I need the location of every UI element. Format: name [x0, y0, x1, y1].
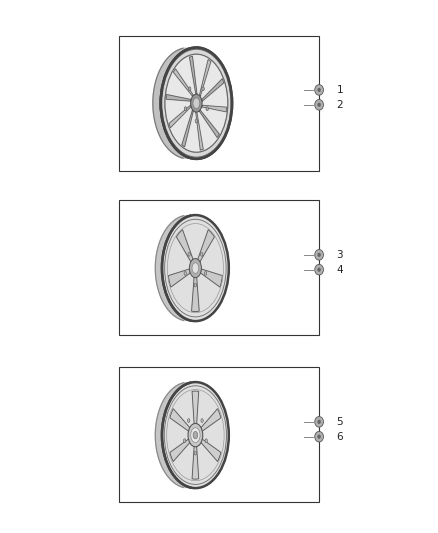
Ellipse shape	[191, 427, 200, 442]
Bar	[119, 36, 319, 171]
Ellipse shape	[193, 98, 200, 109]
Polygon shape	[182, 110, 193, 147]
Ellipse shape	[318, 103, 321, 107]
Ellipse shape	[315, 249, 323, 260]
Ellipse shape	[161, 47, 232, 159]
Ellipse shape	[318, 268, 321, 272]
Ellipse shape	[162, 382, 229, 488]
Ellipse shape	[318, 419, 321, 424]
Text: 3: 3	[336, 250, 343, 260]
Ellipse shape	[201, 253, 203, 256]
Ellipse shape	[201, 418, 203, 422]
Ellipse shape	[184, 271, 187, 275]
Ellipse shape	[191, 94, 202, 112]
Polygon shape	[201, 439, 221, 462]
Polygon shape	[190, 56, 197, 94]
Polygon shape	[199, 110, 219, 138]
Polygon shape	[201, 409, 221, 432]
Ellipse shape	[318, 88, 321, 92]
Ellipse shape	[318, 253, 321, 257]
Polygon shape	[192, 446, 199, 479]
Polygon shape	[201, 269, 223, 287]
Polygon shape	[199, 60, 211, 96]
Polygon shape	[173, 69, 193, 96]
Ellipse shape	[315, 264, 323, 275]
Bar	[119, 367, 319, 503]
Ellipse shape	[184, 439, 186, 442]
Polygon shape	[202, 79, 224, 101]
Polygon shape	[155, 216, 190, 320]
Ellipse shape	[315, 417, 323, 427]
Polygon shape	[202, 106, 226, 112]
Ellipse shape	[184, 107, 187, 111]
Text: 2: 2	[336, 100, 343, 110]
Polygon shape	[170, 409, 190, 432]
Ellipse shape	[315, 100, 323, 110]
Ellipse shape	[189, 259, 201, 278]
Polygon shape	[192, 391, 199, 425]
Ellipse shape	[162, 215, 229, 321]
Ellipse shape	[315, 85, 323, 95]
Ellipse shape	[194, 451, 197, 455]
Text: 4: 4	[336, 265, 343, 274]
Ellipse shape	[188, 87, 191, 91]
Ellipse shape	[193, 431, 198, 439]
Ellipse shape	[205, 439, 207, 442]
Polygon shape	[198, 230, 215, 262]
Polygon shape	[168, 269, 190, 287]
Polygon shape	[166, 94, 191, 101]
Ellipse shape	[315, 431, 323, 442]
Ellipse shape	[318, 434, 321, 439]
Text: 5: 5	[336, 417, 343, 427]
Polygon shape	[191, 277, 199, 312]
Ellipse shape	[195, 119, 198, 123]
Polygon shape	[153, 48, 191, 158]
Ellipse shape	[188, 423, 203, 447]
Text: 6: 6	[336, 432, 343, 442]
Ellipse shape	[165, 54, 228, 152]
Ellipse shape	[205, 271, 207, 275]
Polygon shape	[177, 230, 193, 262]
Ellipse shape	[194, 283, 197, 287]
Ellipse shape	[188, 253, 190, 256]
Polygon shape	[169, 106, 191, 128]
Ellipse shape	[192, 263, 199, 273]
Ellipse shape	[206, 107, 208, 111]
Ellipse shape	[202, 87, 205, 91]
Text: 1: 1	[336, 85, 343, 95]
Polygon shape	[155, 383, 190, 488]
Polygon shape	[196, 112, 203, 150]
Polygon shape	[170, 439, 190, 462]
Ellipse shape	[187, 418, 190, 422]
Bar	[119, 200, 319, 335]
